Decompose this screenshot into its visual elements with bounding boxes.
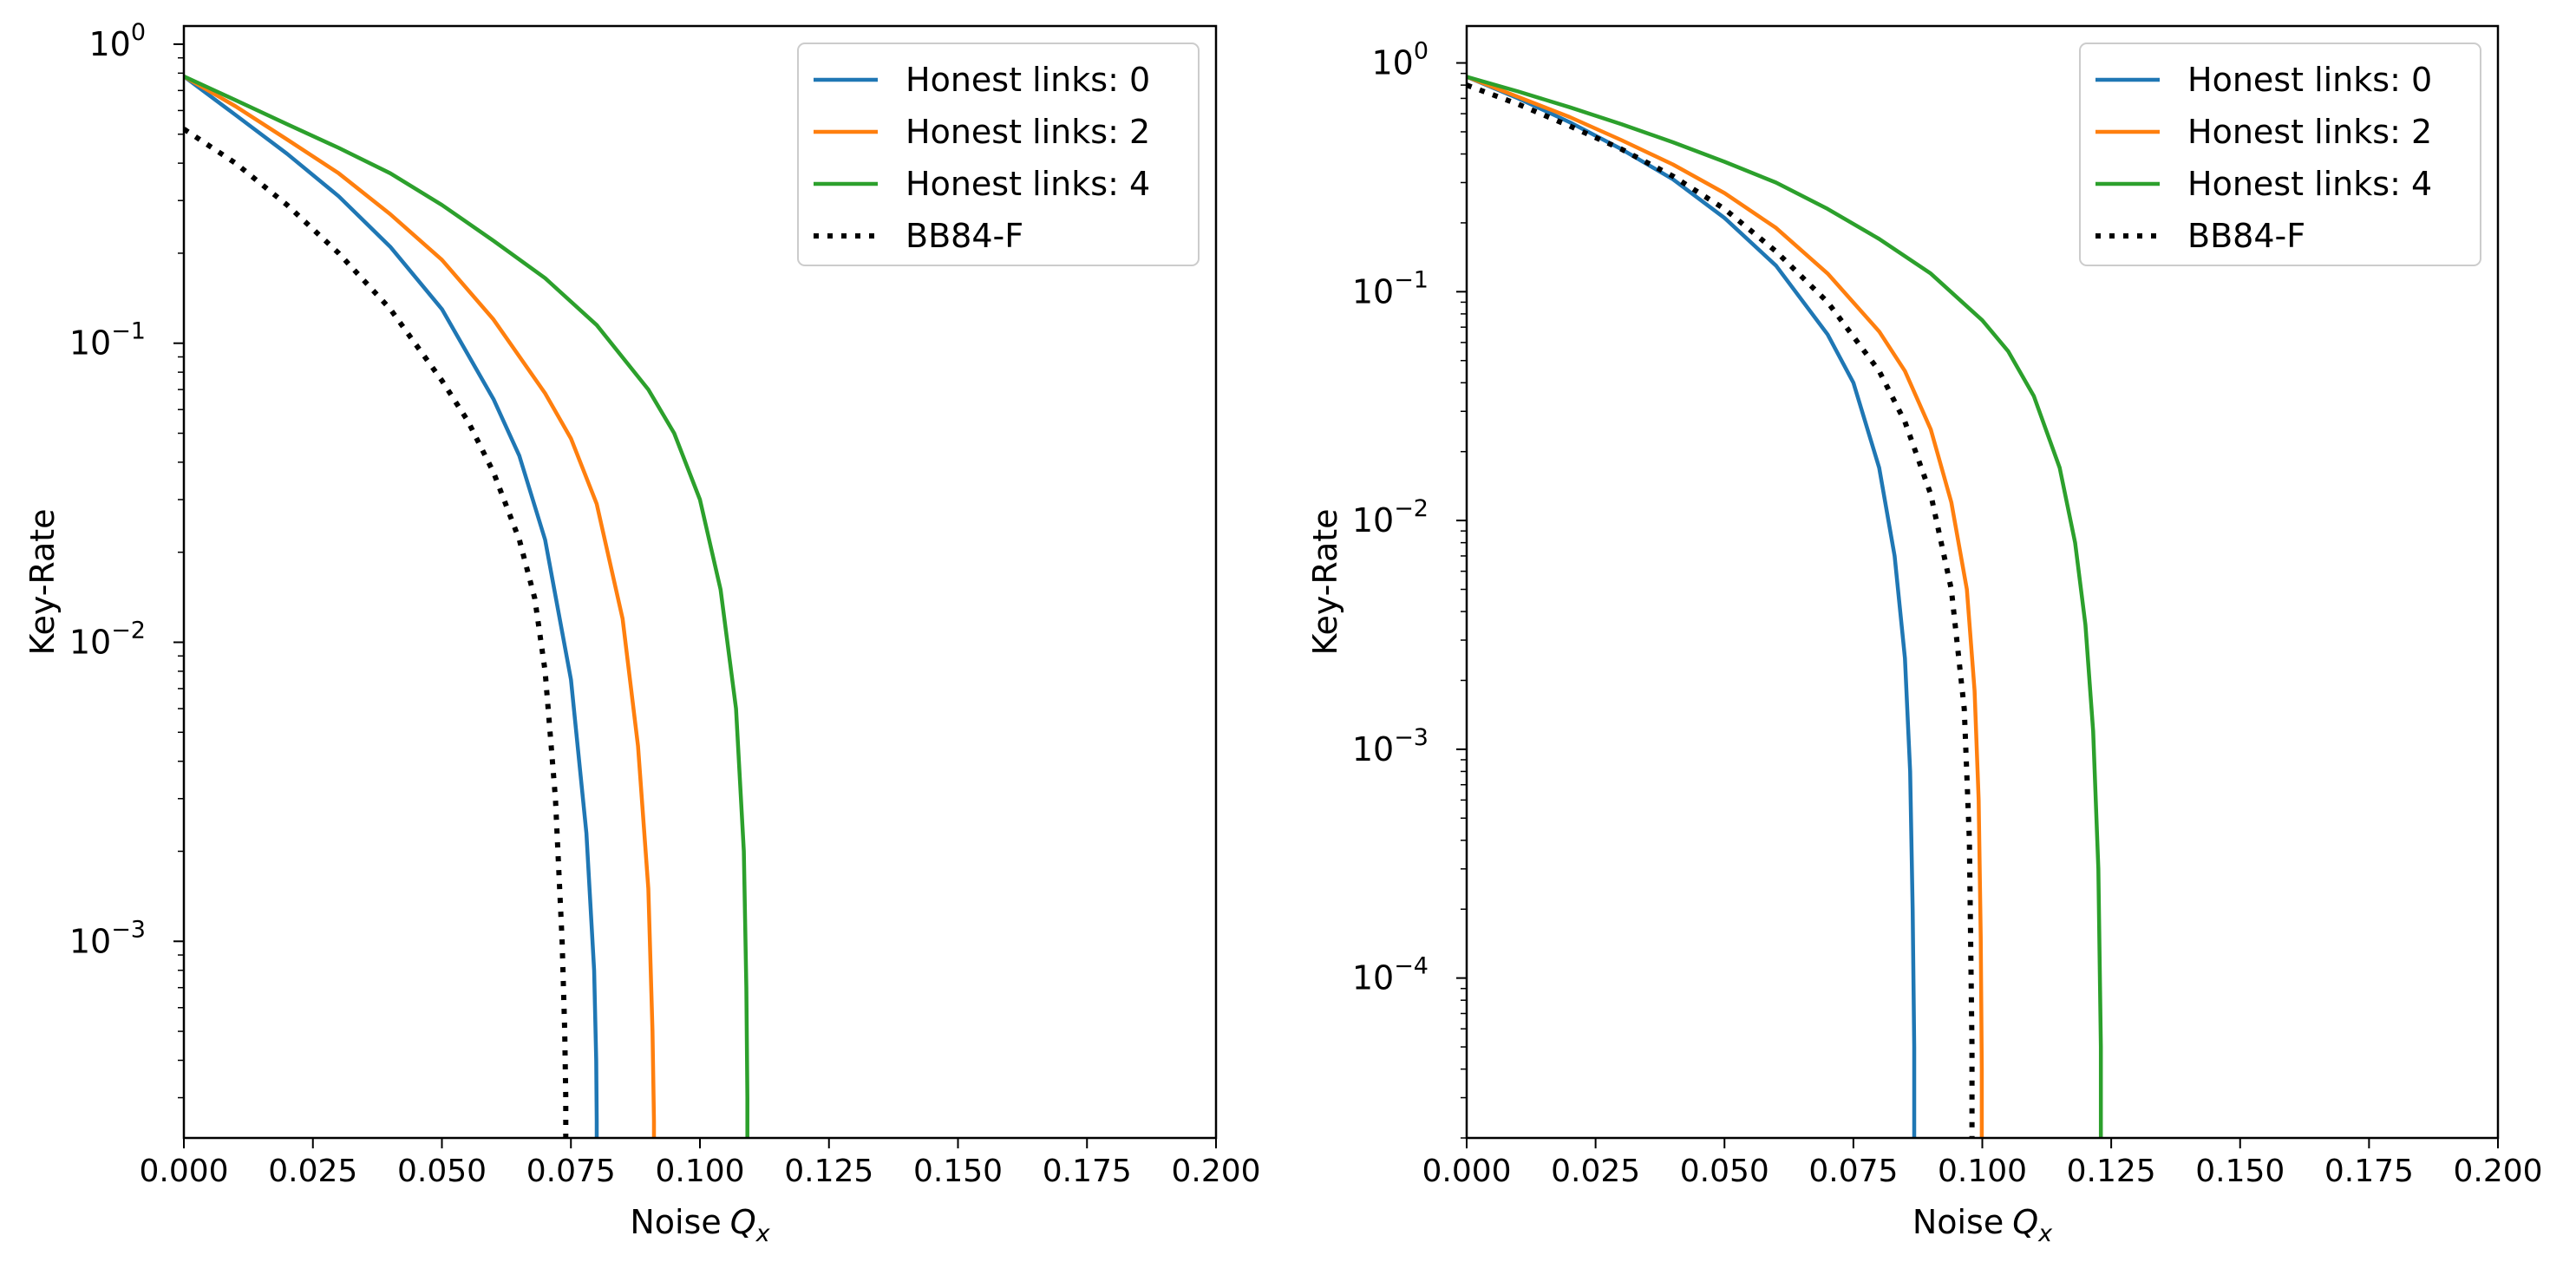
legend-label-3: BB84-F bbox=[2187, 217, 2305, 255]
x-tick-label: 0.025 bbox=[268, 1154, 357, 1189]
legend-box bbox=[2079, 42, 2481, 266]
y-tick-base: 10 bbox=[88, 25, 130, 63]
x-tick-label: 0.075 bbox=[1808, 1154, 1898, 1189]
y-tick-exponent: −3 bbox=[1394, 724, 1429, 751]
y-axis-label: Key-Rate bbox=[23, 508, 62, 655]
x-tick-label: 0.175 bbox=[1043, 1154, 1132, 1189]
x-axis-label-text: Noise bbox=[1912, 1203, 2004, 1241]
y-tick-exponent: −2 bbox=[111, 617, 146, 644]
x-tick-label: 0.150 bbox=[913, 1154, 1003, 1189]
y-tick-label: 100 bbox=[88, 19, 146, 63]
y-tick-exponent: −3 bbox=[111, 916, 146, 943]
x-tick-label: 0.025 bbox=[1551, 1154, 1640, 1189]
y-tick-label: 10−1 bbox=[1352, 266, 1429, 311]
y-tick-label: 10−1 bbox=[69, 318, 146, 363]
y-tick-label: 10−3 bbox=[69, 916, 146, 960]
x-tick-label: 0.175 bbox=[2324, 1154, 2414, 1189]
x-tick-label: 0.050 bbox=[1680, 1154, 1769, 1189]
series-line-2 bbox=[1467, 75, 2103, 1138]
x-tick-label: 0.000 bbox=[139, 1154, 228, 1189]
x-axis-label-subscript: x bbox=[2037, 1220, 2053, 1247]
y-tick-exponent: −2 bbox=[1394, 495, 1429, 522]
y-tick-label: 10−3 bbox=[1352, 724, 1429, 768]
y-tick-base: 10 bbox=[1371, 44, 1413, 82]
y-tick-label: 10−4 bbox=[1352, 953, 1429, 997]
y-tick-base: 10 bbox=[69, 324, 111, 363]
x-tick-label: 0.100 bbox=[1938, 1154, 2027, 1189]
legend-label-2: Honest links: 4 bbox=[2187, 165, 2432, 203]
legend-box bbox=[797, 42, 1200, 266]
series-lines bbox=[1467, 75, 2103, 1138]
x-tick-label: 0.000 bbox=[1422, 1154, 1511, 1189]
legend: Honest links: 0 Honest links: 2 Honest lin… bbox=[2079, 42, 2481, 266]
x-axis-label: Noise Qx bbox=[1912, 1203, 2053, 1247]
x-tick-label: 0.125 bbox=[2067, 1154, 2156, 1189]
y-tick-exponent: −1 bbox=[111, 318, 146, 345]
legend-label-2: Honest links: 4 bbox=[906, 165, 1150, 203]
x-axis-label-subscript: x bbox=[755, 1220, 771, 1247]
series-line-2 bbox=[184, 75, 749, 1138]
legend-label-0: Honest links: 0 bbox=[2187, 61, 2432, 99]
x-tick-label: 0.075 bbox=[526, 1154, 616, 1189]
y-tick-exponent: 0 bbox=[1414, 38, 1429, 65]
x-axis-label-symbol: Q bbox=[730, 1203, 756, 1241]
series-lines bbox=[184, 75, 749, 1138]
y-axis-label: Key-Rate bbox=[1306, 508, 1344, 655]
x-tick-label: 0.050 bbox=[397, 1154, 487, 1189]
x-tick-label: 0.200 bbox=[1171, 1154, 1260, 1189]
series-line-0 bbox=[1467, 75, 1917, 1138]
right-plot: 0.000 0.025 0.050 0.075 0.100 0.125 0.150 0.175… bbox=[1306, 24, 2543, 1247]
series-line-1 bbox=[1467, 75, 1984, 1138]
legend-label-3: BB84-F bbox=[906, 217, 1023, 255]
left-plot: 0.000 0.025 0.050 0.075 0.100 0.125 0.150 0.175… bbox=[23, 19, 1261, 1247]
legend-label-1: Honest links: 2 bbox=[2187, 113, 2432, 151]
x-tick-label: 0.200 bbox=[2453, 1154, 2542, 1189]
series-line-3 bbox=[184, 127, 569, 1138]
legend: Honest links: 0 Honest links: 2 Honest lin… bbox=[797, 42, 1200, 266]
x-tick-label: 0.150 bbox=[2195, 1154, 2285, 1189]
x-tick-label: 0.125 bbox=[784, 1154, 873, 1189]
y-tick-base: 10 bbox=[1352, 730, 1394, 768]
y-tick-base: 10 bbox=[69, 623, 111, 661]
x-axis-label: Noise Qx bbox=[630, 1203, 770, 1247]
y-tick-label: 100 bbox=[1371, 38, 1429, 82]
y-tick-base: 10 bbox=[1352, 959, 1394, 997]
x-axis-label-text: Noise bbox=[630, 1203, 721, 1241]
y-tick-label: 10−2 bbox=[69, 617, 146, 661]
y-tick-exponent: −4 bbox=[1394, 953, 1429, 980]
series-line-3 bbox=[1467, 82, 1975, 1138]
y-tick-base: 10 bbox=[1352, 272, 1394, 311]
y-tick-exponent: −1 bbox=[1394, 266, 1429, 293]
x-axis-label-symbol: Q bbox=[2012, 1203, 2038, 1241]
y-tick-exponent: 0 bbox=[131, 19, 146, 46]
series-line-1 bbox=[184, 75, 657, 1138]
y-tick-label: 10−2 bbox=[1352, 495, 1429, 539]
y-tick-base: 10 bbox=[69, 922, 111, 960]
x-tick-label: 0.100 bbox=[655, 1154, 744, 1189]
legend-label-0: Honest links: 0 bbox=[906, 61, 1150, 99]
legend-label-1: Honest links: 2 bbox=[906, 113, 1150, 151]
y-tick-base: 10 bbox=[1352, 501, 1394, 539]
series-line-0 bbox=[184, 75, 599, 1138]
